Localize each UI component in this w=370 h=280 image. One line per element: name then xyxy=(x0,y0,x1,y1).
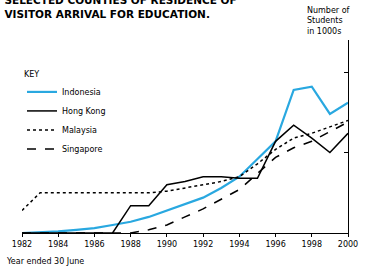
svg-text:1982: 1982 xyxy=(12,240,32,249)
svg-text:1992: 1992 xyxy=(193,240,213,249)
svg-text:2000: 2000 xyxy=(338,240,358,249)
svg-text:Singapore: Singapore xyxy=(62,145,102,154)
svg-text:Year ended 30 June: Year ended 30 June xyxy=(6,257,84,266)
svg-text:KEY: KEY xyxy=(24,70,39,79)
svg-text:1998: 1998 xyxy=(302,240,322,249)
svg-text:1984: 1984 xyxy=(48,240,68,249)
svg-text:Indonesia: Indonesia xyxy=(62,88,101,97)
svg-text:Number ofStudentsin 1000s: Number ofStudentsin 1000s xyxy=(307,6,350,36)
svg-text:SELECTED COUNTIES OF RESIDENCE: SELECTED COUNTIES OF RESIDENCE OFVISITOR… xyxy=(4,0,236,20)
svg-text:1994: 1994 xyxy=(229,240,249,249)
svg-text:1996: 1996 xyxy=(265,240,285,249)
svg-text:Malaysia: Malaysia xyxy=(62,126,97,135)
svg-text:Hong Kong: Hong Kong xyxy=(62,107,106,116)
svg-text:1986: 1986 xyxy=(84,240,104,249)
svg-text:1990: 1990 xyxy=(157,240,177,249)
svg-text:1988: 1988 xyxy=(120,240,140,249)
